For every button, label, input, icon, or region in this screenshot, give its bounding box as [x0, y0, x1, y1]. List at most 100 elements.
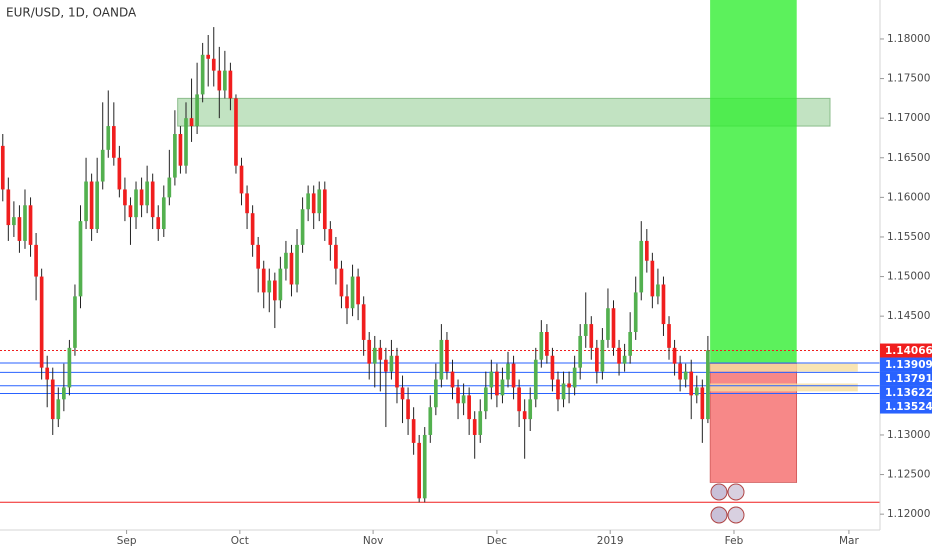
candle-body: [206, 54, 211, 59]
candle-body: [583, 324, 588, 336]
candle-body: [667, 324, 671, 348]
y-tick-label: 1.16500: [887, 152, 930, 164]
candle-body: [456, 387, 460, 404]
candle-body: [361, 304, 366, 340]
candle-body: [378, 347, 383, 360]
candle-body: [628, 332, 632, 356]
candle-body: [156, 217, 161, 230]
price-label-box: [880, 357, 932, 372]
candle-body: [250, 213, 255, 245]
candle-body: [483, 387, 488, 412]
event-icons: [710, 483, 745, 524]
candle-body: [195, 94, 199, 127]
event-icon: [727, 483, 745, 501]
candle-body: [317, 189, 322, 214]
price-label: 1.13791: [885, 373, 932, 385]
candle-body: [50, 379, 55, 420]
candle-body: [511, 363, 516, 388]
candle-body: [139, 189, 144, 206]
y-tick-label: 1.15000: [887, 271, 930, 283]
y-tick-label: 1.12500: [887, 469, 930, 481]
candle-body: [561, 383, 566, 400]
candle-body: [284, 252, 288, 269]
y-tick-label: 1.17000: [887, 112, 930, 124]
candle-body: [267, 280, 272, 293]
candle-body: [289, 252, 294, 285]
y-tick-label: 1.14500: [887, 310, 930, 322]
candle-body: [539, 332, 544, 360]
candle-body: [234, 98, 238, 166]
candle-body: [328, 229, 333, 245]
candle-body: [556, 379, 560, 400]
candle-body: [211, 58, 216, 71]
candle-body: [417, 442, 422, 499]
candle-body: [372, 347, 377, 364]
candle-body: [522, 411, 527, 420]
candle-body: [661, 284, 666, 325]
candle-body: [117, 157, 122, 190]
candle-body: [145, 181, 149, 206]
price-label: 1.13524: [885, 401, 932, 413]
candle-body: [173, 134, 177, 178]
candle-body: [334, 244, 338, 269]
price-label: 1.13622: [885, 387, 932, 399]
candle-body: [56, 399, 61, 420]
candle-body: [478, 411, 483, 435]
candle-body: [367, 339, 372, 364]
candle-body: [150, 181, 155, 218]
candle-body: [700, 387, 705, 420]
candle-body: [84, 181, 88, 222]
candle-body: [472, 419, 477, 435]
price-label: 1.13909: [885, 359, 932, 371]
candle-body: [295, 244, 299, 285]
candle-body: [633, 292, 638, 333]
candle-body: [123, 189, 127, 206]
y-tick-label: 1.18000: [887, 33, 930, 45]
candle-body: [395, 355, 399, 388]
chart-title: EUR/USD, 1D, OANDA: [6, 6, 137, 20]
price-label-box: [880, 371, 932, 386]
candle-body: [239, 165, 244, 194]
candle-body: [62, 387, 66, 400]
candle-body: [689, 371, 694, 396]
candle-body: [73, 296, 77, 348]
candle-body: [45, 367, 50, 380]
candle-body: [350, 276, 355, 309]
x-tick-label: Nov: [363, 535, 384, 547]
candle-body: [0, 145, 5, 190]
candle-body: [67, 347, 72, 388]
candle-body: [278, 268, 283, 301]
candle-body: [100, 149, 105, 182]
candle-body: [12, 217, 16, 226]
candle-body: [706, 350, 710, 420]
level-band: [710, 383, 858, 392]
candle-body: [311, 193, 316, 214]
candle-body: [422, 434, 427, 499]
candle-body: [339, 268, 344, 297]
candle-body: [134, 189, 138, 218]
candle-body: [384, 359, 388, 372]
candle-body: [600, 339, 605, 372]
candle-body: [95, 181, 99, 230]
candle-body: [528, 399, 533, 420]
candle-body: [389, 355, 394, 372]
axes: 1.18000 1.17500 1.17000 1.16500 1.16000 1.155…: [117, 33, 932, 547]
x-tick-label: Oct: [231, 535, 249, 547]
candle-body: [517, 387, 521, 412]
candle-body: [161, 197, 166, 230]
event-icon: [710, 483, 728, 501]
x-tick-label: 2019: [597, 535, 624, 547]
x-tick-label: Mar: [839, 535, 859, 547]
candle-body: [300, 209, 305, 245]
candle-body: [656, 284, 660, 297]
profit-area: [710, 0, 797, 364]
candle-body: [461, 395, 466, 404]
candle-body: [34, 244, 38, 277]
candle-body: [306, 193, 310, 210]
candle-body: [495, 371, 499, 396]
candle-body: [245, 193, 249, 214]
candle-body: [445, 339, 449, 372]
candle-body: [550, 355, 555, 380]
candle-body: [189, 118, 194, 127]
candle-body: [567, 383, 571, 388]
